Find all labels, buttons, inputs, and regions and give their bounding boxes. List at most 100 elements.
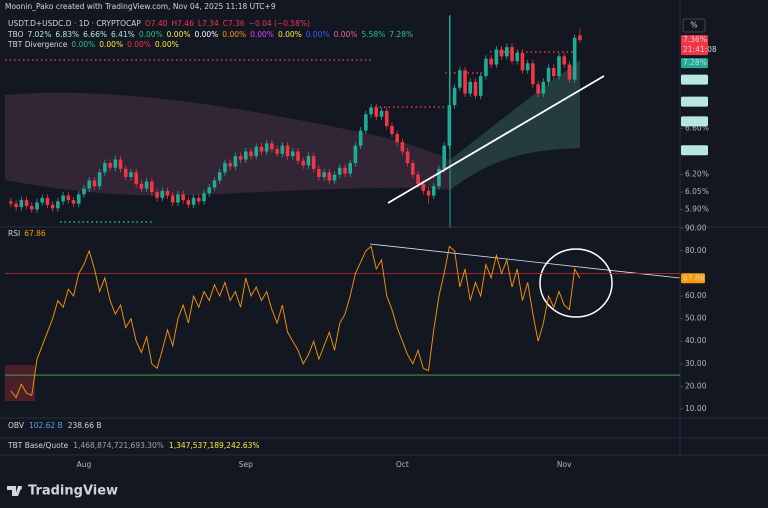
candle-body [301,160,306,166]
rsi-value: 67.86 [24,229,46,238]
credit: Moonin_Pako created with TradingView.com… [5,2,276,11]
candle-body [123,168,128,177]
candle-body [395,134,399,143]
candle-body [202,193,206,202]
x-tick-label: Aug [77,460,92,469]
candle-body [400,142,405,152]
candle-body [327,172,332,181]
candle-body [19,200,24,208]
pane-name: OBV [8,421,25,430]
indicator-value: 6.83% [55,30,79,39]
x-tick-label: Oct [396,460,409,469]
candle-body [416,174,420,184]
y-tick-label: 5.90% [685,204,709,213]
candle-body [35,202,39,210]
candle-body [468,81,473,94]
indicator-value: 0.00% [222,30,246,39]
candle-body [510,47,514,62]
candle-body [71,200,76,204]
candle-body [197,197,201,202]
candle-body [411,163,415,175]
candle-body [24,200,29,206]
indicator-value: 6.41% [111,30,135,39]
symbol-legend: USDT.D+USDC.D · 1D · CRYPTOCAP O7.40 H7.46… [8,19,310,28]
indicator-value: 7.28% [389,30,413,39]
candle-body [296,151,300,161]
candle-body [478,76,483,96]
candle-body [337,167,342,175]
candle-body [463,70,467,94]
cloud [450,60,580,190]
brand-logo-dot [18,486,22,490]
ohlc-value: H7.46 [172,19,195,28]
candle-body [118,159,123,169]
candle-body [379,110,384,117]
price-badge-label: 6.41% [683,145,707,154]
candle-body [447,105,452,146]
candle-body [280,145,285,154]
candle-body [520,52,525,71]
candle-body [452,87,457,106]
candle-body [129,172,133,177]
circle-drawing [539,248,613,318]
candle-body [390,125,394,135]
candle-body [207,187,212,194]
candle-body [134,172,138,184]
candle-body [217,172,222,181]
indicator-value: 0.00% [167,30,191,39]
indicator-name: TBT Divergence [7,40,68,49]
candle-body [384,110,389,126]
price-badge-label: 7.02% [683,75,707,84]
pane-value: 238.66 B [68,421,102,430]
candle-body [358,130,363,146]
candle-body [40,197,45,203]
pane-legend: TBT Base/Quote 1,468,874,721,693.30% 1,347… [7,441,260,450]
candle-body [306,156,311,166]
indicator-name: TBO [7,30,24,39]
candle-body [572,37,577,80]
candle-body [150,181,154,193]
candle-body [244,151,248,160]
y-tick-label: 20.00 [685,381,707,390]
candle-body [311,156,316,169]
candle-body [541,81,546,94]
pane-value: 1,468,874,721,693.30% [73,441,164,450]
rsi-line [10,245,581,399]
pane-name: TBT Base/Quote [7,441,69,450]
unit-button[interactable] [682,18,706,33]
price-badge-note: 21:41:08 [683,45,717,54]
indicator-value: 6.66% [83,30,107,39]
candle-body [233,156,238,167]
candle-body [228,163,232,167]
price-badge-label: 6.66% [683,116,707,125]
candle-body [322,172,326,177]
indicator-value: 0.00% [250,30,274,39]
trend-line [387,75,605,204]
price-badge [681,96,708,107]
price-badge-label: 7.36% [683,35,707,44]
y-tick-label: 40.00 [685,336,707,345]
candle-body [61,195,65,202]
candle-body [484,58,488,77]
trend-line [369,243,681,279]
candle-body [505,47,509,57]
candle-body [369,107,373,115]
candle-body [426,190,431,196]
candle-body [97,172,102,187]
y-tick-label: 6.20% [685,170,709,179]
candle-body [56,201,60,209]
candle-body [499,49,504,57]
candle-body [170,195,175,203]
candle-body [76,194,81,204]
candle-body [144,181,149,189]
indicator-value: 0.00% [278,30,302,39]
price-badge [681,116,708,127]
candle-body [546,67,551,82]
price-badge [681,58,708,69]
y-tick-label: 10.00 [685,404,707,413]
candle-body [442,145,446,169]
y-tick-label: 6.05% [685,187,709,196]
unit-label: % [690,21,697,30]
price-badge [681,74,708,85]
